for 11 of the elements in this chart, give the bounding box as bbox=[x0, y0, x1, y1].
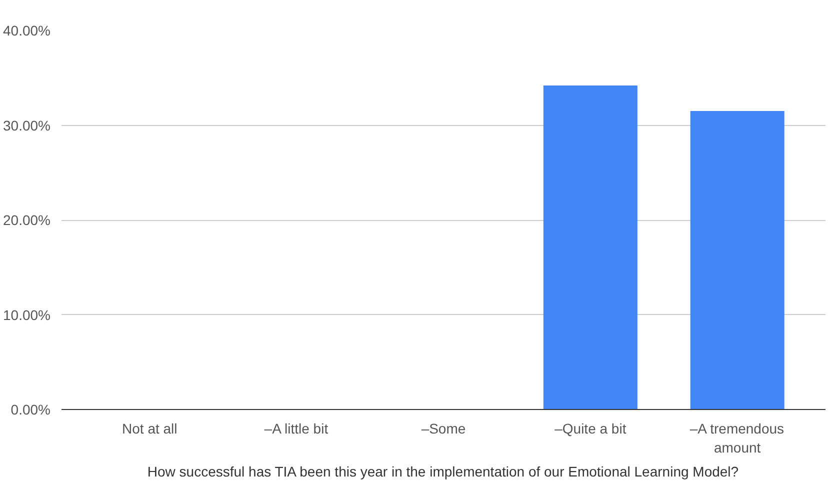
y-tick-label: 30.00% bbox=[3, 117, 50, 134]
y-tick-label: 20.00% bbox=[3, 212, 50, 228]
x-tick-label: –Quite a bit bbox=[554, 420, 626, 436]
y-tick-label: 10.00% bbox=[3, 306, 50, 323]
x-tick-label: –A tremendous amount bbox=[690, 420, 784, 456]
y-tick-label: 0.00% bbox=[10, 402, 51, 418]
x-tick-label: –Some bbox=[421, 420, 466, 436]
x-axis-title: How successful has TIA been this year in the implementation of our Emotional Learning Model? bbox=[147, 464, 739, 480]
y-tick-label: 40.00% bbox=[3, 22, 50, 38]
x-tick-label: –A little bit bbox=[264, 420, 328, 436]
x-tick-label: Not at all bbox=[122, 420, 178, 436]
